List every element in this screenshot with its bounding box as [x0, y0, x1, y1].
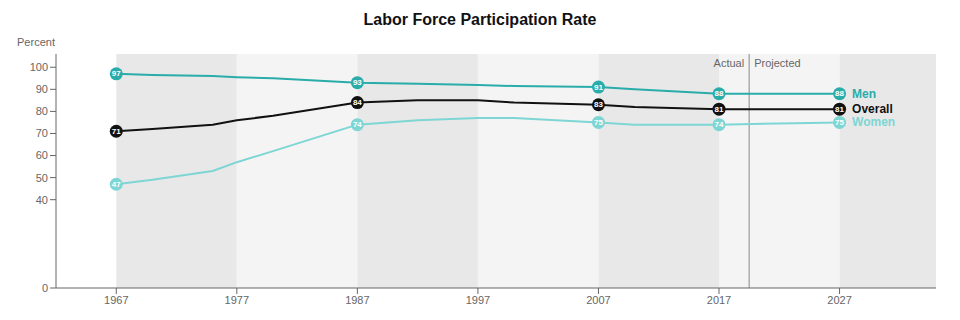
svg-text:1977: 1977	[225, 294, 249, 306]
svg-text:Men: Men	[852, 87, 876, 101]
svg-text:81: 81	[835, 105, 844, 114]
svg-text:Percent: Percent	[17, 36, 55, 48]
svg-text:70: 70	[36, 127, 48, 139]
svg-text:1997: 1997	[466, 294, 490, 306]
svg-text:84: 84	[353, 98, 362, 107]
svg-text:Actual: Actual	[714, 57, 745, 69]
svg-text:74: 74	[353, 120, 362, 129]
svg-text:74: 74	[715, 120, 724, 129]
svg-text:88: 88	[835, 89, 844, 98]
svg-text:81: 81	[715, 105, 724, 114]
svg-text:71: 71	[112, 127, 121, 136]
svg-text:Overall: Overall	[852, 102, 893, 116]
svg-text:1967: 1967	[104, 294, 128, 306]
svg-text:40: 40	[36, 194, 48, 206]
svg-text:50: 50	[36, 172, 48, 184]
svg-text:100: 100	[30, 61, 48, 73]
svg-text:80: 80	[36, 105, 48, 117]
svg-text:2027: 2027	[827, 294, 851, 306]
svg-text:1987: 1987	[345, 294, 369, 306]
svg-text:Projected: Projected	[754, 57, 800, 69]
svg-text:93: 93	[353, 78, 362, 87]
svg-text:2017: 2017	[707, 294, 731, 306]
svg-text:97: 97	[112, 69, 121, 78]
svg-text:75: 75	[594, 118, 603, 127]
svg-text:91: 91	[594, 83, 603, 92]
svg-text:88: 88	[715, 89, 724, 98]
svg-text:0: 0	[42, 282, 48, 294]
html-text:Labor Force Participation Rate: Labor Force Participation Rate	[363, 11, 597, 28]
svg-text:47: 47	[112, 180, 121, 189]
svg-text:83: 83	[594, 100, 603, 109]
svg-text:60: 60	[36, 149, 48, 161]
svg-text:2007: 2007	[586, 294, 610, 306]
svg-text:75: 75	[835, 118, 844, 127]
svg-text:Women: Women	[852, 115, 895, 129]
svg-text:90: 90	[36, 83, 48, 95]
